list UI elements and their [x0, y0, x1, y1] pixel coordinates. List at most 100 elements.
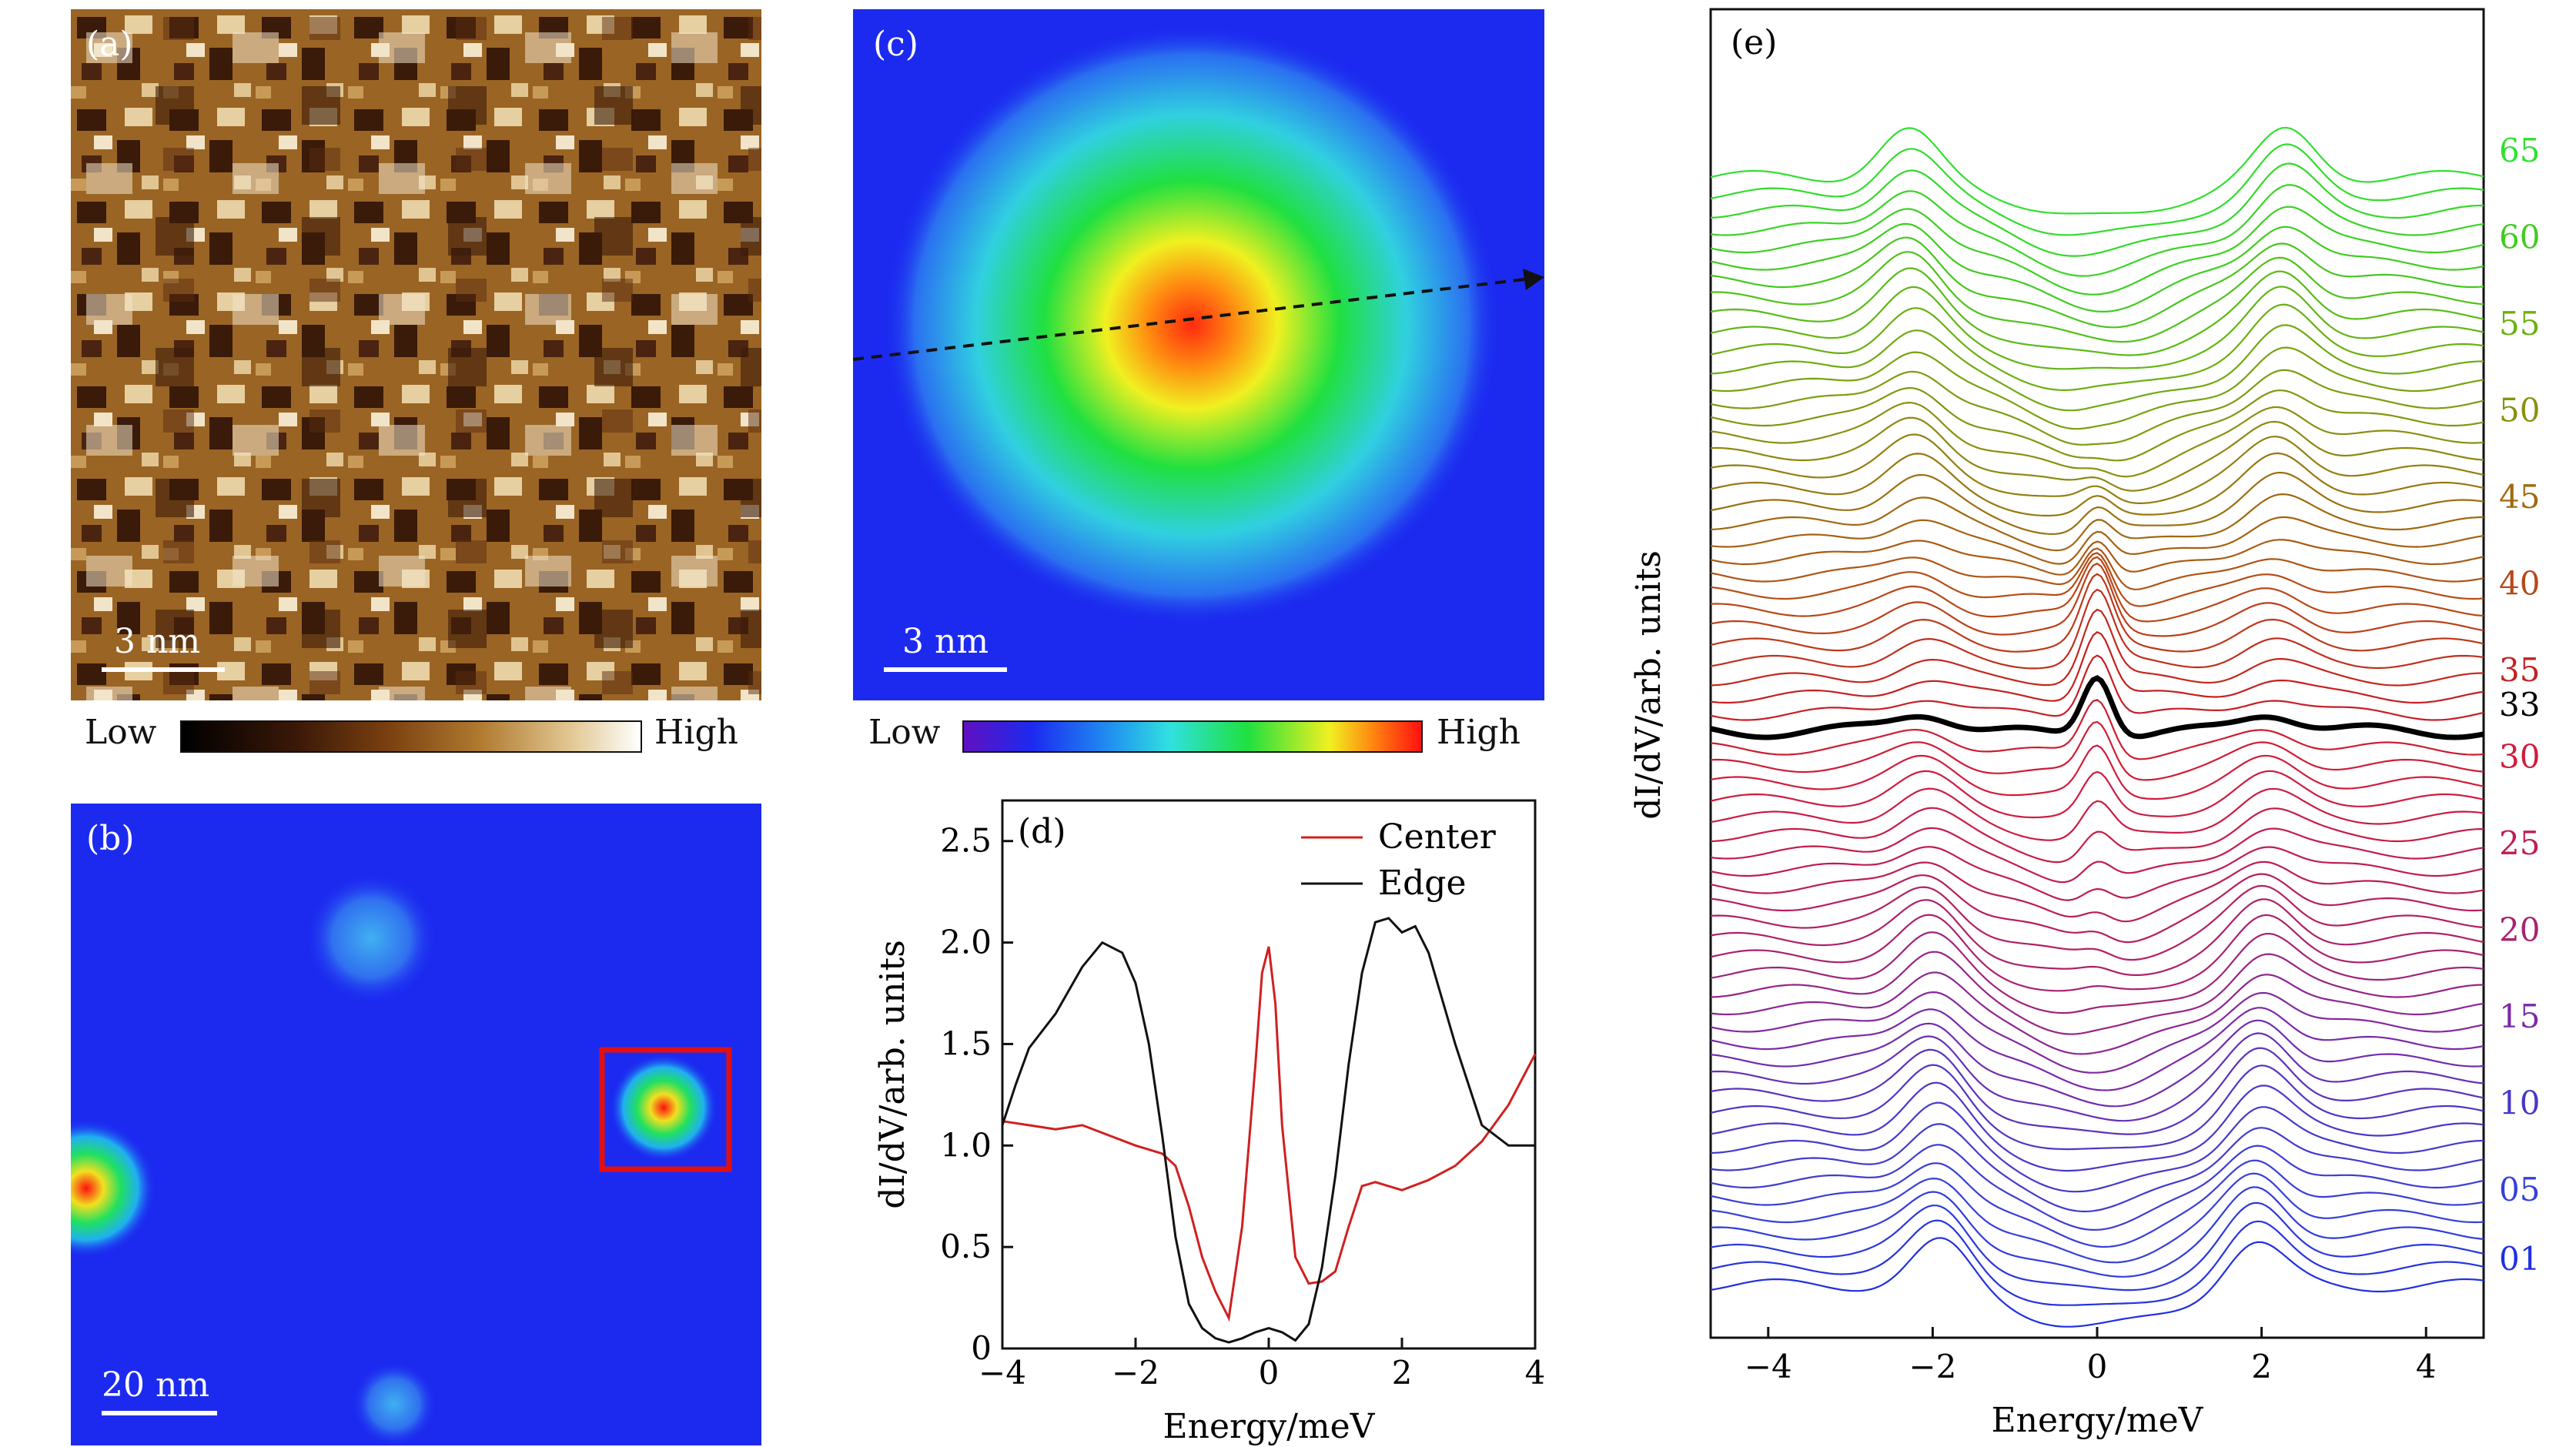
panel-b-map: (b) 20 nm: [71, 804, 761, 1445]
panel-b-label: (b): [86, 819, 135, 858]
waterfall-curve: [1710, 386, 2484, 462]
curve-index-label: 35: [2499, 651, 2540, 689]
waterfall-curve: [1710, 471, 2484, 536]
waterfall-curve: [1710, 562, 2484, 637]
waterfall-curve: [1710, 1237, 2484, 1328]
chart-d-xtick-label: −2: [1112, 1354, 1159, 1392]
waterfall-curve: [1710, 1123, 2484, 1213]
curve-index-label: 65: [2499, 132, 2540, 169]
waterfall-curve: [1710, 126, 2484, 215]
waterfall-curve: [1710, 951, 2484, 1035]
waterfall-curve: [1710, 143, 2484, 236]
curve-index-label: 25: [2499, 824, 2540, 862]
chart-d-ytick-label: 2.0: [940, 924, 992, 961]
map-image-b: [71, 873, 732, 1445]
waterfall-curve: [1710, 324, 2484, 412]
curve-index-label: 30: [2499, 738, 2540, 776]
waterfall-curve: [1710, 1032, 2484, 1122]
chart-d-ytick-label: 1.5: [940, 1024, 992, 1062]
chart-d-xtick-label: 4: [1525, 1354, 1546, 1392]
waterfall-curve: [1710, 971, 2484, 1055]
waterfall-curve: [1710, 433, 2484, 505]
waterfall-curve: [1710, 286, 2484, 370]
series-edge-line: [1001, 917, 1535, 1344]
chart-d-label: (d): [1018, 812, 1066, 851]
waterfall-curve: [1710, 539, 2484, 576]
waterfall-curve: [1710, 236, 2484, 329]
chart-d-ylabel: dI/dV/arb. units: [873, 940, 912, 1209]
waterfall-curve: [1710, 162, 2484, 257]
waterfall-curve: [1710, 898, 2484, 977]
waterfall-curve: [1710, 787, 2484, 841]
waterfall-curve: [1710, 720, 2484, 781]
waterfall-curve: [1710, 573, 2484, 653]
chart-e-xtick-label: 2: [2251, 1348, 2272, 1385]
waterfall-curve: [1710, 1047, 2484, 1135]
waterfall-curve: [1710, 267, 2484, 356]
chart-e-xtick-label: 0: [2087, 1348, 2108, 1385]
curve-index-label: 33: [2499, 686, 2540, 724]
curve-index-label: 55: [2499, 305, 2540, 343]
chart-e-ylabel: dI/dV/arb. units: [1632, 550, 1668, 820]
waterfall-curve: [1710, 516, 2484, 565]
curve-index-label: 01: [2499, 1240, 2540, 1278]
chart-d-xtick-label: 2: [1392, 1354, 1413, 1392]
panel-c-map: (c) 3 nm: [853, 9, 1544, 700]
waterfall-curve: [1710, 884, 2484, 961]
curve-index-label: 05: [2499, 1171, 2540, 1208]
panel-a-topography: (a) 3 nm: [71, 9, 761, 700]
waterfall-curve: [1710, 588, 2484, 670]
legend-edge-label: Edge: [1378, 864, 1467, 903]
panel-c-label: (c): [873, 25, 918, 64]
chart-d-xtick-label: −4: [979, 1354, 1026, 1392]
chart-d-xlabel: Energy/meV: [1163, 1407, 1376, 1446]
waterfall-curve: [1710, 991, 2484, 1074]
chart-d-legend: Center Edge: [1301, 817, 1497, 903]
waterfall-curve: [1710, 675, 2484, 740]
waterfall-curve: [1710, 770, 2484, 819]
chart-d-ytick-label: 1.0: [940, 1126, 992, 1164]
scalebar-c-label: 3 nm: [902, 622, 989, 661]
highlight-box: [599, 1047, 732, 1172]
chart-d-ytick-label: 0.5: [940, 1228, 992, 1265]
waterfall-curve: [1710, 222, 2484, 312]
panel-a-label: (a): [86, 25, 133, 64]
colorbar-c: [962, 720, 1423, 753]
curve-index-label: 40: [2499, 565, 2540, 603]
chart-e-xtick-label: 4: [2416, 1348, 2437, 1385]
chart-d-ytick-label: 0: [971, 1329, 992, 1367]
waterfall-curve: [1710, 452, 2484, 517]
chart-e-xtick-label: −2: [1909, 1348, 1956, 1385]
waterfall-curve: [1710, 369, 2484, 446]
waterfall-curve: [1710, 493, 2484, 552]
colorbar-a-low: Low: [85, 713, 157, 752]
waterfall-curve: [1710, 206, 2484, 296]
colorbar-c-low: Low: [868, 713, 941, 752]
linecut-arrow: [853, 277, 1531, 361]
waterfall-curve: [1710, 744, 2484, 800]
waterfall-curve: [1710, 401, 2484, 478]
waterfall-curve: [1710, 416, 2484, 492]
waterfall-curve: [1710, 699, 2484, 760]
waterfall-curve: [1710, 547, 2484, 590]
colorbar-a: [180, 720, 642, 753]
waterfall-curve: [1710, 654, 2484, 721]
chart-e-xlabel: Energy/meV: [1992, 1401, 2204, 1440]
curve-index-label: 10: [2499, 1084, 2540, 1122]
waterfall-curve: [1710, 914, 2484, 992]
map-image-c: [853, 25, 1544, 672]
curve-index-label: 60: [2499, 219, 2540, 256]
waterfall-curve: [1710, 608, 2484, 687]
arrow-head: [1523, 269, 1544, 290]
waterfall-curve: [1710, 1159, 2484, 1248]
waterfall-curve: [1710, 827, 2484, 884]
chart-e-xtick-label: −4: [1745, 1348, 1792, 1385]
curve-index-label: 20: [2499, 911, 2540, 949]
waterfall-curve: [1710, 807, 2484, 864]
waterfall-curve: [1710, 184, 2484, 277]
waterfall-curve: [1710, 1101, 2484, 1193]
curve-index-label: 50: [2499, 392, 2540, 429]
waterfall-curve: [1710, 1064, 2484, 1151]
curve-index-label: 15: [2499, 998, 2540, 1035]
waterfall-curve: [1710, 631, 2484, 704]
